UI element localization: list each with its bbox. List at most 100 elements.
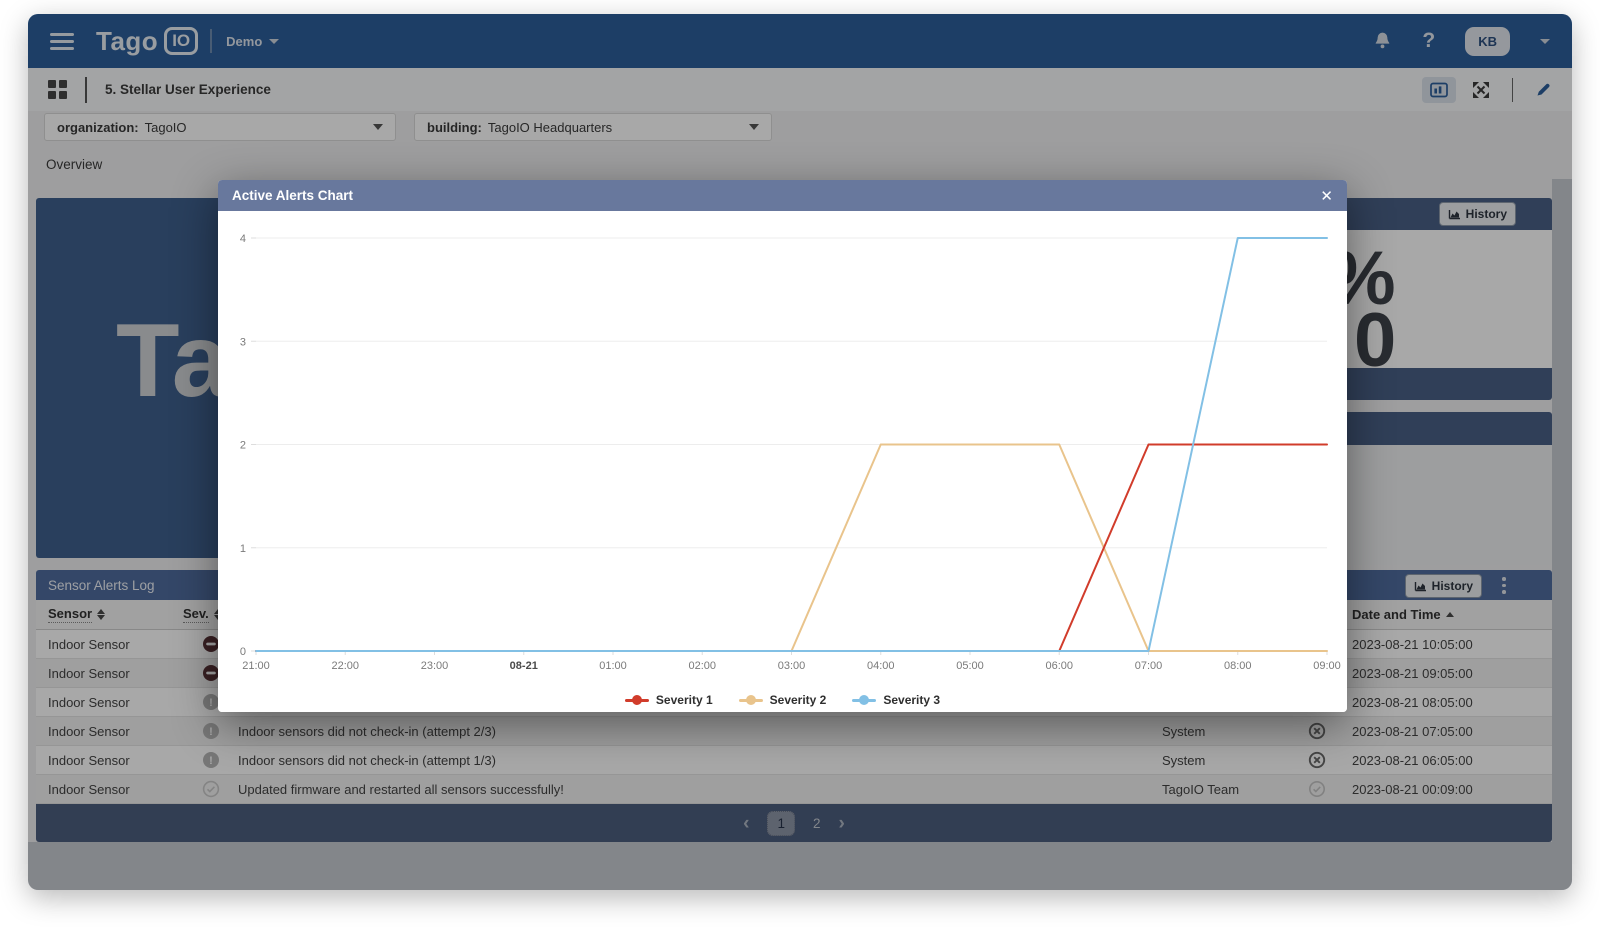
fullscreen-icon[interactable]	[1472, 81, 1490, 99]
svg-text:04:00: 04:00	[867, 660, 895, 672]
page-button-1[interactable]: 1	[767, 810, 795, 836]
svg-text:01:00: 01:00	[599, 660, 627, 672]
datetime-cell: 2023-08-21 08:05:00	[1352, 694, 1473, 710]
svg-text:08-21: 08-21	[510, 660, 538, 672]
page-edge	[1552, 179, 1572, 890]
kebab-menu-icon[interactable]	[1502, 577, 1506, 594]
legend-marker	[852, 695, 877, 705]
active-alerts-chart: 0 1 2 3 4 21:00 22:00 23:00 08-21 01:00 02:00 03:00…	[240, 233, 1341, 672]
legend-marker	[624, 695, 649, 705]
svg-text:03:00: 03:00	[778, 660, 806, 672]
sensor-cell: Indoor Sensor	[48, 665, 130, 681]
filter-bar: organization: TagoIO building: TagoIO He…	[28, 111, 1572, 149]
history-button[interactable]: History	[1438, 202, 1516, 226]
sort-icon	[97, 609, 106, 620]
organization-dropdown[interactable]: organization: TagoIO	[44, 113, 396, 141]
modal-title: Active Alerts Chart	[232, 188, 354, 203]
sort-asc-icon	[1445, 612, 1454, 617]
datetime-cell: 2023-08-21 00:09:00	[1352, 781, 1473, 797]
message-cell: Updated firmware and restarted all senso…	[238, 781, 564, 797]
dashboard-title: 5. Stellar User Experience	[105, 82, 271, 97]
brand-badge: IO	[164, 27, 199, 55]
svg-text:!: !	[209, 697, 213, 709]
svg-text:!: !	[209, 755, 213, 767]
svg-text:!: !	[209, 726, 213, 738]
chevron-down-icon	[373, 124, 383, 130]
sent-by-cell: TagoIO Team	[1162, 781, 1240, 797]
severity-warning-icon: !	[202, 752, 219, 768]
close-icon[interactable]: ✕	[1320, 187, 1333, 205]
building-value: TagoIO Headquarters	[487, 119, 613, 135]
column-datetime[interactable]: Date and Time	[1352, 607, 1552, 622]
svg-text:4: 4	[240, 233, 246, 245]
workspace-selector[interactable]: Demo	[226, 33, 280, 49]
svg-text:21:00: 21:00	[242, 660, 270, 672]
previous-page-button[interactable]: ‹	[743, 812, 750, 834]
datetime-cell: 2023-08-21 10:05:00	[1352, 636, 1473, 652]
svg-text:23:00: 23:00	[421, 660, 449, 672]
history-label: History	[1431, 579, 1473, 593]
column-sensor[interactable]: Sensor	[48, 606, 183, 623]
top-navbar: Tago IO Demo ? KB	[28, 14, 1572, 68]
avatar[interactable]: KB	[1465, 26, 1510, 56]
legend-marker	[738, 695, 763, 705]
legend-item-severity-2[interactable]: Severity 2	[738, 693, 826, 707]
svg-text:22:00: 22:00	[331, 660, 359, 672]
legend-item-severity-3[interactable]: Severity 3	[852, 693, 940, 707]
sent-by-cell: System	[1162, 752, 1206, 768]
svg-text:06:00: 06:00	[1045, 660, 1073, 672]
table-row: Indoor Sensor! Indoor sensors did not che…	[36, 717, 1552, 746]
notifications-bell-icon[interactable]	[1373, 31, 1392, 51]
series-line-severity-3	[255, 237, 1328, 652]
svg-text:08:00: 08:00	[1224, 660, 1252, 672]
datetime-cell: 2023-08-21 09:05:00	[1352, 665, 1473, 681]
chevron-down-icon	[269, 38, 280, 44]
tab-row: Overview	[28, 149, 1572, 179]
widget-view-icon[interactable]	[1421, 76, 1456, 103]
legend-item-severity-1[interactable]: Severity 1	[624, 693, 713, 707]
table-row: Indoor Sensor! Indoor sensors did not che…	[36, 746, 1552, 775]
sensor-cell: Indoor Sensor	[48, 723, 130, 739]
svg-text:09:00: 09:00	[1313, 660, 1341, 672]
datetime-cell: 2023-08-21 06:05:00	[1352, 752, 1473, 768]
severity-ban-icon	[202, 665, 219, 681]
dashboard-toolbar: 5. Stellar User Experience	[28, 68, 1572, 112]
history-button[interactable]: History	[1404, 574, 1482, 598]
divider	[210, 29, 213, 53]
page-button-2[interactable]: 2	[813, 815, 821, 831]
edit-pencil-icon[interactable]	[1535, 81, 1552, 98]
dashboards-grid-icon[interactable]	[48, 80, 67, 99]
message-cell: Indoor sensors did not check-in (attempt…	[238, 723, 496, 739]
pagination-bar: ‹ 1 2 ›	[36, 804, 1552, 842]
workspace-label: Demo	[226, 33, 263, 49]
help-icon[interactable]: ?	[1422, 29, 1436, 52]
divider	[1511, 77, 1513, 102]
svg-text:1: 1	[240, 543, 246, 555]
severity-warning-icon: !	[202, 694, 219, 710]
next-page-button[interactable]: ›	[838, 812, 845, 834]
widget-title: Sensor Alerts Log	[48, 577, 155, 593]
tab-overview[interactable]: Overview	[46, 157, 103, 172]
chevron-down-icon	[749, 124, 759, 130]
logo-watermark: Ta	[116, 303, 230, 419]
sent-by-cell: System	[1162, 723, 1206, 739]
tagoio-logo[interactable]: Tago IO	[96, 25, 199, 57]
brand-text: Tago	[96, 25, 159, 56]
building-label: building:	[427, 119, 482, 135]
svg-text:07:00: 07:00	[1135, 660, 1163, 672]
page-edge	[28, 842, 1572, 890]
column-severity[interactable]: Sev.	[183, 606, 238, 623]
account-chevron-down-icon[interactable]	[1540, 38, 1550, 44]
sort-icon	[213, 609, 222, 620]
status-success-icon	[1309, 781, 1325, 797]
menu-icon[interactable]	[50, 32, 74, 50]
building-dropdown[interactable]: building: TagoIO Headquarters	[414, 113, 772, 141]
divider	[85, 76, 87, 103]
organization-label: organization:	[57, 119, 139, 135]
sensor-cell: Indoor Sensor	[48, 636, 130, 652]
severity-warning-icon: !	[202, 723, 219, 739]
chart-history-icon	[1414, 581, 1426, 591]
modal-body: 0 1 2 3 4 21:00 22:00 23:00 08-21 01:00 02:00 03:00…	[218, 211, 1347, 712]
severity-ok-icon	[202, 780, 219, 798]
active-alerts-modal: Active Alerts Chart ✕ 0 1 2 3 4 21:00 22:00 23:…	[218, 180, 1347, 712]
